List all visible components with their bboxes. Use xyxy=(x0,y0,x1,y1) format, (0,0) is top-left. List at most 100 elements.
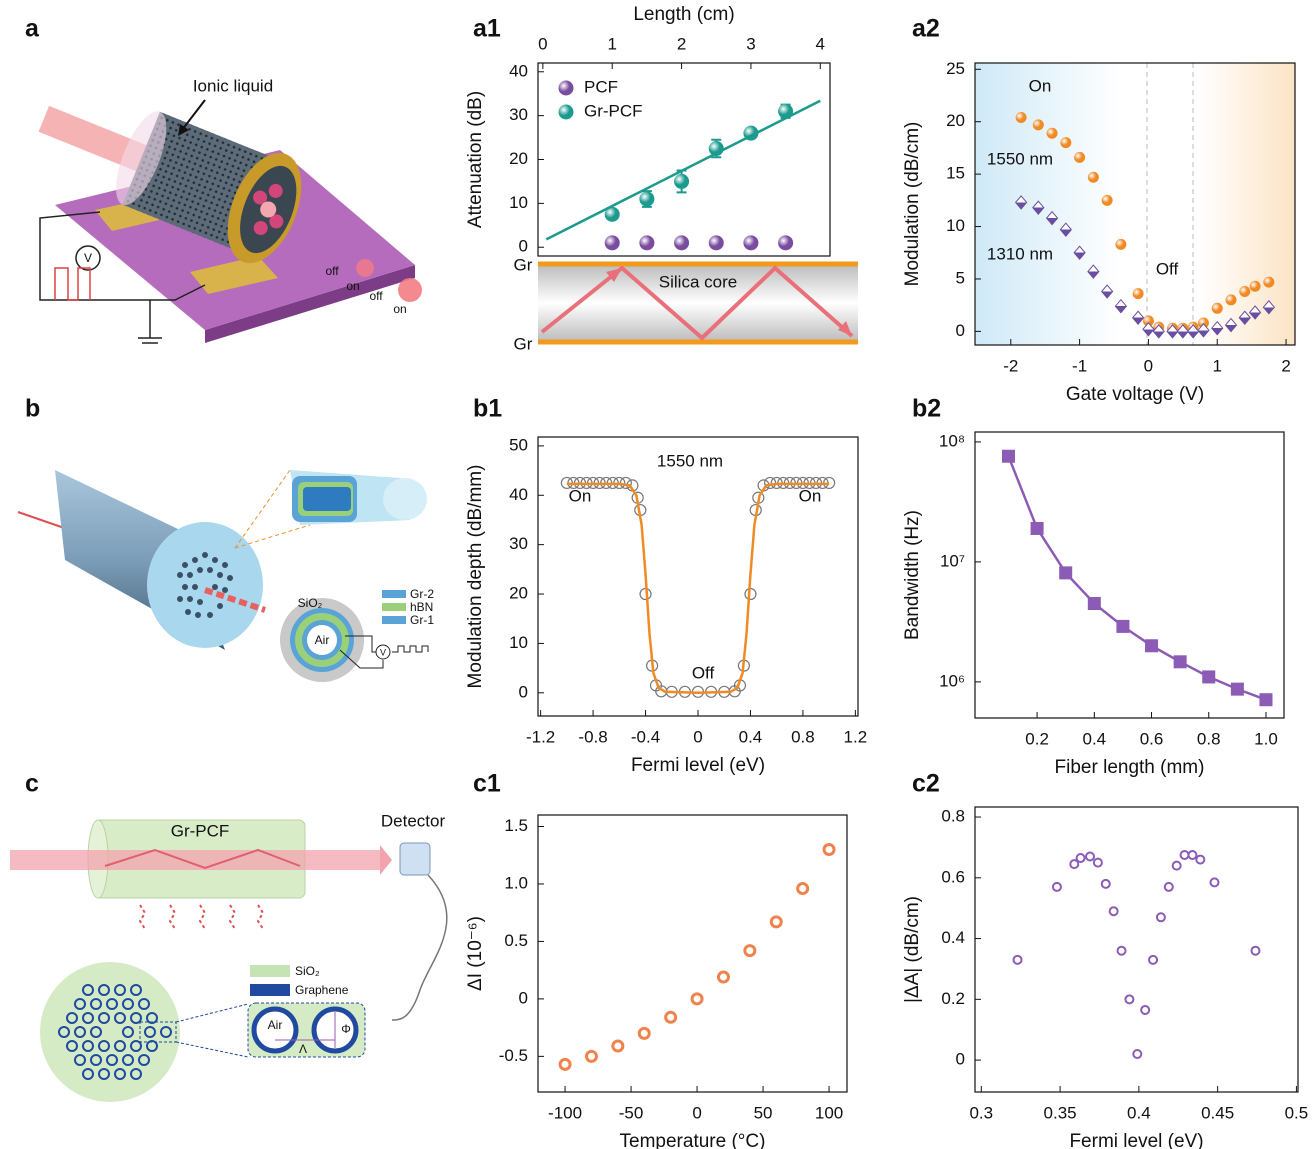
x-tick-label: 0.5 xyxy=(1285,1103,1309,1122)
state-label: on xyxy=(393,302,406,316)
x-tick-label: 2 xyxy=(1281,356,1290,375)
legend-marker xyxy=(559,81,574,96)
x-tick-label: 0 xyxy=(1144,356,1153,375)
square-wave xyxy=(392,646,428,652)
y-tick-label: 0 xyxy=(519,988,528,1007)
panel-label: b2 xyxy=(912,395,941,423)
legend-label: hBN xyxy=(410,600,433,614)
state-label: off xyxy=(325,264,339,278)
x-tick-label: 1 xyxy=(607,34,616,53)
data-point xyxy=(1133,1050,1141,1058)
annotation: Silica core xyxy=(659,272,737,291)
y-tick-label: 0.5 xyxy=(504,931,528,950)
x-tick-label: -0.8 xyxy=(578,727,607,746)
page: a V Ionic liquid off on off on b xyxy=(0,0,1312,1149)
data-point xyxy=(798,884,808,894)
data-point xyxy=(1074,152,1085,163)
y-tick-label: 0 xyxy=(956,1050,965,1069)
x-tick-label: 100 xyxy=(815,1103,843,1122)
data-point xyxy=(1116,620,1129,633)
panel-label: b1 xyxy=(473,395,502,423)
data-point xyxy=(1149,956,1157,964)
y-tick-label: 10⁷ xyxy=(940,551,965,570)
x-tick-label: 0.35 xyxy=(1044,1103,1077,1122)
x-tick-label: 1 xyxy=(1213,356,1222,375)
schematic-b: b Air SiO₂ Gr-2 hBN Gr-1 V xyxy=(18,395,434,682)
y-tick-label: 15 xyxy=(946,164,965,183)
data-point xyxy=(1212,303,1223,314)
x-tick-label: 0.4 xyxy=(1082,729,1106,748)
annotation: Off xyxy=(1156,259,1179,278)
annotation: 1550 nm xyxy=(987,149,1053,168)
x-tick-label: -50 xyxy=(619,1103,644,1122)
data-point xyxy=(1251,947,1259,955)
legend-swatch xyxy=(250,965,290,977)
state-label: off xyxy=(369,289,383,303)
voltmeter-label: V xyxy=(380,647,386,657)
y-tick-label: 0.8 xyxy=(941,807,965,826)
data-point xyxy=(1181,851,1189,859)
data-point xyxy=(1231,683,1244,696)
data-point xyxy=(1145,639,1158,652)
legend-swatch xyxy=(382,616,406,624)
panel-label: a xyxy=(25,15,40,43)
y-axis-label: Bandwidth (Hz) xyxy=(902,510,923,640)
zoom-line xyxy=(235,470,290,548)
x-axis-label: Fermi level (eV) xyxy=(631,755,765,776)
data-point xyxy=(1102,195,1113,206)
data-point xyxy=(1115,239,1126,250)
state-label: on xyxy=(346,279,359,293)
data-point xyxy=(613,1041,623,1051)
data-point xyxy=(1226,294,1237,305)
x-tick-label: 0.2 xyxy=(1025,729,1049,748)
diameter-label: Φ xyxy=(341,1022,351,1036)
x-tick-label: 0 xyxy=(692,1103,701,1122)
data-point xyxy=(1125,995,1133,1003)
data-point xyxy=(639,191,654,206)
x-axis-label: Fermi level (eV) xyxy=(1069,1131,1203,1149)
data-line xyxy=(1008,456,1266,699)
data-point xyxy=(1031,522,1044,535)
data-point xyxy=(666,1012,676,1022)
legend-swatch xyxy=(382,590,406,598)
legend-swatch xyxy=(382,603,406,611)
panel-label: a1 xyxy=(473,15,501,43)
x-tick-label: -1 xyxy=(1072,356,1087,375)
x-tick-label: 0.4 xyxy=(1127,1103,1151,1122)
beam-arrow xyxy=(380,845,392,875)
data-point xyxy=(1053,883,1061,891)
y-tick-label: -0.5 xyxy=(499,1046,528,1065)
y-tick-label: 0.6 xyxy=(941,867,965,886)
y-tick-label: 10 xyxy=(509,633,528,652)
data-line xyxy=(567,484,829,693)
x-tick-label: 3 xyxy=(746,34,755,53)
x-tick-label: -0.4 xyxy=(631,727,660,746)
x-tick-label: 0 xyxy=(693,727,702,746)
core-label: Air xyxy=(315,633,330,647)
x-tick-label: -2 xyxy=(1003,356,1018,375)
y-tick-label: 0 xyxy=(956,321,965,340)
y-tick-label: 0 xyxy=(519,237,528,256)
data-point xyxy=(639,235,654,250)
legend-label: Gr-1 xyxy=(410,613,434,627)
legend-marker xyxy=(559,105,574,120)
beam xyxy=(10,850,380,870)
annotation: 1310 nm xyxy=(987,244,1053,263)
figure: a V Ionic liquid off on off on b xyxy=(0,0,1312,1149)
square-wave xyxy=(55,268,90,300)
y-tick-label: 40 xyxy=(509,485,528,504)
data-point xyxy=(1059,566,1072,579)
data-point xyxy=(1102,880,1110,888)
x-axis-label: Length (cm) xyxy=(633,4,734,25)
plot-frame xyxy=(975,432,1284,718)
data-point xyxy=(1263,277,1274,288)
y-tick-label: 20 xyxy=(946,111,965,130)
legend-label: Gr-PCF xyxy=(584,101,643,120)
core-label: Air xyxy=(268,1018,283,1032)
cross-section xyxy=(40,962,180,1102)
inset-cut xyxy=(303,487,351,511)
panel-label: c1 xyxy=(473,770,501,798)
x-tick-label: 0.6 xyxy=(1140,729,1164,748)
pulse xyxy=(356,259,374,277)
y-tick-label: 20 xyxy=(509,584,528,603)
